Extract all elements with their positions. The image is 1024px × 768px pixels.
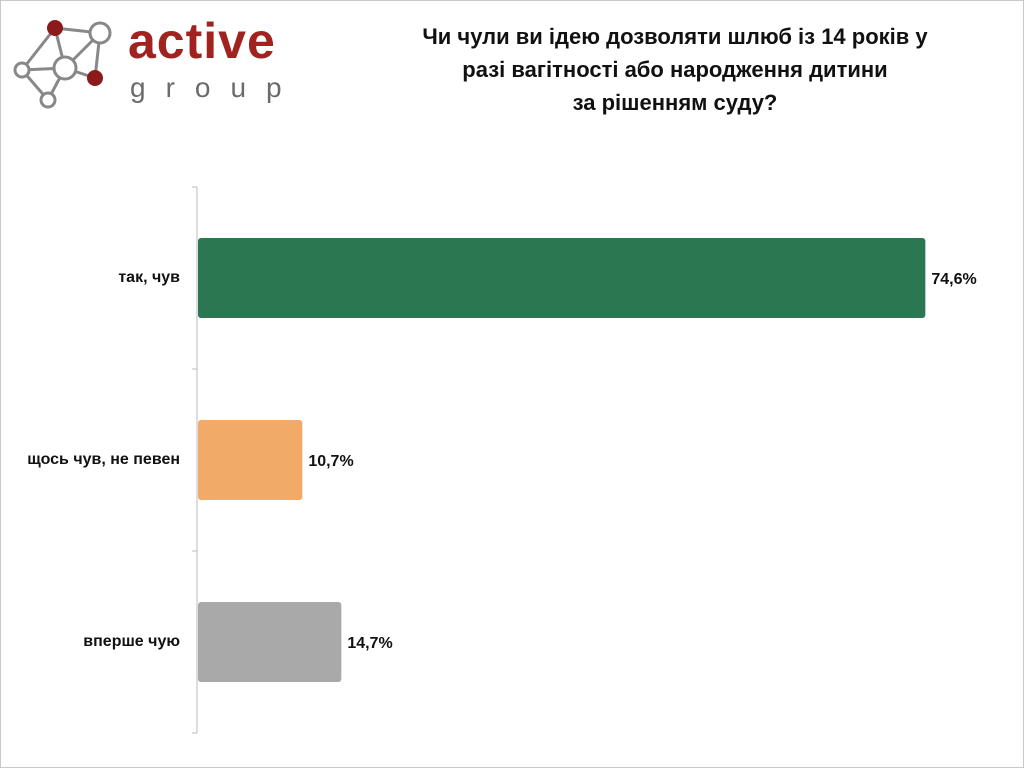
bar: [198, 602, 342, 682]
value-label: 14,7%: [347, 635, 392, 652]
category-label: вперше чую: [83, 633, 180, 650]
logo-tagline: group: [130, 72, 302, 103]
chart-title: Чи чули ви ідею дозволяти шлюб із 14 рок…: [422, 24, 928, 115]
category-label: так, чув: [118, 269, 180, 286]
bar: [198, 238, 926, 318]
bar: [198, 420, 303, 500]
logo-icon: [13, 20, 112, 109]
value-label: 10,7%: [308, 453, 353, 470]
logo-name: active: [128, 13, 276, 69]
category-label: щось чув, не певен: [27, 451, 180, 468]
value-label: 74,6%: [931, 271, 976, 288]
